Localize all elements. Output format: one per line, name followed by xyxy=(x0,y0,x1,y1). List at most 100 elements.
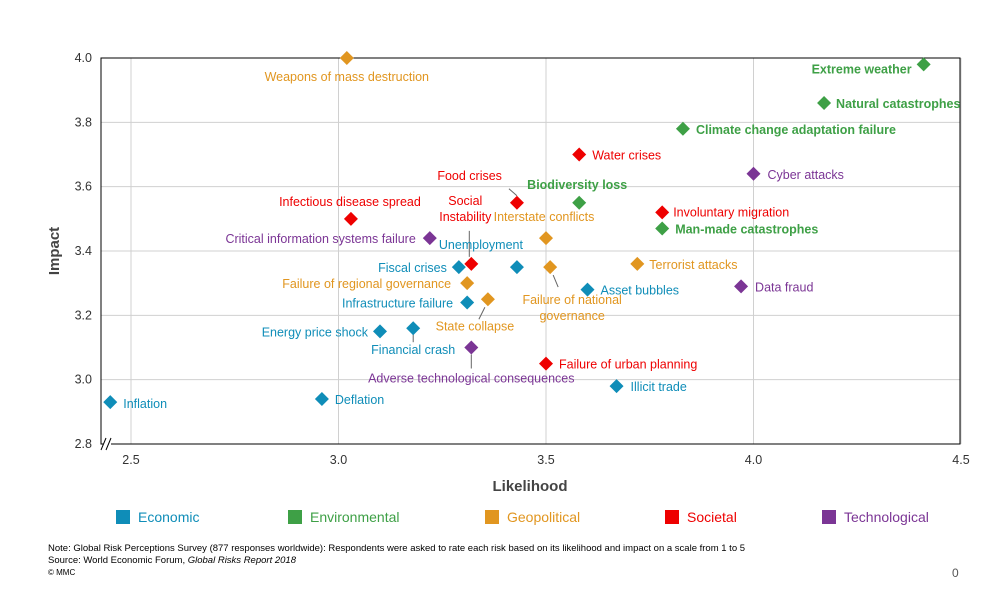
axis-break-mark xyxy=(100,437,107,451)
point-adverse-technological-consequences xyxy=(464,340,479,355)
plot-frame xyxy=(100,57,961,445)
legend-swatch-technological xyxy=(822,510,836,524)
point-data-fraud xyxy=(734,279,749,294)
label-infrastructure-failure: Infrastructure failure xyxy=(342,296,453,310)
point-deflation xyxy=(314,391,329,406)
point-natural-catastrophes xyxy=(817,96,832,111)
point-failure-of-national-governance xyxy=(543,260,558,275)
legend-swatch-economic xyxy=(116,510,130,524)
point-failure-of-regional-governance xyxy=(460,276,475,291)
point-cyber-attacks xyxy=(746,166,761,181)
point-inflation xyxy=(103,395,118,410)
label-deflation: Deflation xyxy=(335,393,384,407)
label-failure-of-regional-governance: Failure of regional governance xyxy=(282,277,451,291)
point-climate-change-adaptation-failure xyxy=(675,121,690,136)
y-axis-title: Impact xyxy=(46,227,63,275)
legend-label-geopolitical: Geopolitical xyxy=(507,509,580,525)
label-state-collapse: State collapse xyxy=(436,319,515,333)
legend-swatch-societal xyxy=(665,510,679,524)
y-tick-label: 4.0 xyxy=(75,51,92,65)
label-social-instability: Social Instability xyxy=(439,194,492,224)
point-infectious-disease-spread xyxy=(343,211,358,226)
axis-break-gap xyxy=(103,441,111,447)
label-extreme-weather: Extreme weather xyxy=(812,62,912,76)
label-adverse-technological-consequences: Adverse technological consequences xyxy=(368,372,574,386)
label-interstate-conflicts: Interstate conflicts xyxy=(494,210,595,224)
point-social-instability xyxy=(464,256,479,271)
legend-label-societal: Societal xyxy=(687,509,737,525)
legend-label-economic: Economic xyxy=(138,509,199,525)
point-interstate-conflicts xyxy=(539,231,553,246)
axis-break-mark xyxy=(105,437,112,451)
label-biodiversity-loss: Biodiversity loss xyxy=(527,178,627,192)
label-data-fraud: Data fraud xyxy=(755,280,813,294)
point-asset-bubbles xyxy=(580,282,595,297)
leader-line xyxy=(508,188,518,197)
point-biodiversity-loss xyxy=(572,195,587,210)
x-tick-label: 2.5 xyxy=(122,453,139,467)
label-terrorist-attacks: Terrorist attacks xyxy=(649,258,737,272)
source-title: Global Risks Report 2018 xyxy=(187,555,296,566)
y-tick-label: 2.8 xyxy=(75,437,92,451)
label-line: governance xyxy=(539,309,604,323)
label-critical-information-systems-failure: Critical information systems failure xyxy=(225,232,415,246)
label-weapons-of-mass-destruction: Weapons of mass destruction xyxy=(265,70,429,84)
label-man-made-catastrophes: Man-made catastrophes xyxy=(675,222,818,236)
point-fiscal-crises xyxy=(451,260,466,275)
point-man-made-catastrophes xyxy=(655,221,670,236)
point-illicit-trade xyxy=(609,379,624,394)
point-critical-information-systems-failure xyxy=(422,231,437,246)
copyright: © MMC xyxy=(48,568,76,577)
point-food-crises xyxy=(509,195,524,210)
point-failure-of-urban-planning xyxy=(539,356,553,371)
label-illicit-trade: Illicit trade xyxy=(631,380,687,394)
leader-line xyxy=(552,274,559,288)
point-terrorist-attacks xyxy=(630,256,645,271)
x-tick-label: 3.5 xyxy=(537,453,554,467)
x-tick-label: 4.5 xyxy=(952,453,969,467)
point-state-collapse xyxy=(480,292,495,307)
point-financial-crash xyxy=(406,321,421,336)
label-financial-crash: Financial crash xyxy=(371,343,455,357)
label-cyber-attacks: Cyber attacks xyxy=(768,168,844,182)
point-infrastructure-failure xyxy=(460,295,475,310)
legend-swatch-geopolitical xyxy=(485,510,499,524)
x-axis-title: Likelihood xyxy=(493,478,568,495)
point-involuntary-migration xyxy=(655,205,670,220)
y-tick-label: 3.4 xyxy=(75,244,92,258)
legend-label-technological: Technological xyxy=(844,509,929,525)
point-energy-price-shock xyxy=(373,324,387,339)
label-climate-change-adaptation-failure: Climate change adaptation failure xyxy=(696,123,896,137)
x-tick-label: 4.0 xyxy=(745,453,762,467)
survey-note: Note: Global Risk Perceptions Survey (87… xyxy=(48,543,746,554)
label-involuntary-migration: Involuntary migration xyxy=(673,205,789,219)
point-extreme-weather xyxy=(916,57,931,72)
legend-label-environmental: Environmental xyxy=(310,509,400,525)
label-water-crises: Water crises xyxy=(592,149,661,163)
label-infectious-disease-spread: Infectious disease spread xyxy=(279,195,421,209)
chart-notes: Note: Global Risk Perceptions Survey (87… xyxy=(48,543,745,579)
page-number: 0 xyxy=(952,566,959,580)
x-tick-label: 3.0 xyxy=(330,453,347,467)
label-line: Failure of national xyxy=(522,293,621,307)
y-tick-label: 3.8 xyxy=(75,115,92,129)
source-note: Source: World Economic Forum, Global Ris… xyxy=(48,555,296,566)
label-asset-bubbles: Asset bubbles xyxy=(601,284,680,298)
leader-line xyxy=(478,307,486,320)
legend-swatch-environmental xyxy=(288,510,302,524)
y-tick-label: 3.0 xyxy=(75,373,92,387)
point-weapons-of-mass-destruction xyxy=(339,51,354,65)
point-unemployment xyxy=(509,260,524,275)
label-line: Social xyxy=(448,194,482,208)
label-energy-price-shock: Energy price shock xyxy=(262,325,369,339)
label-natural-catastrophes: Natural catastrophes xyxy=(836,97,960,111)
point-water-crises xyxy=(572,147,587,162)
label-food-crises: Food crises xyxy=(437,169,502,183)
label-fiscal-crises: Fiscal crises xyxy=(378,261,447,275)
label-failure-of-national-governance: Failure of national governance xyxy=(522,293,621,323)
label-inflation: Inflation xyxy=(123,397,167,411)
y-tick-label: 3.6 xyxy=(75,180,92,194)
label-failure-of-urban-planning: Failure of urban planning xyxy=(559,358,697,372)
label-line: Instability xyxy=(439,210,492,224)
